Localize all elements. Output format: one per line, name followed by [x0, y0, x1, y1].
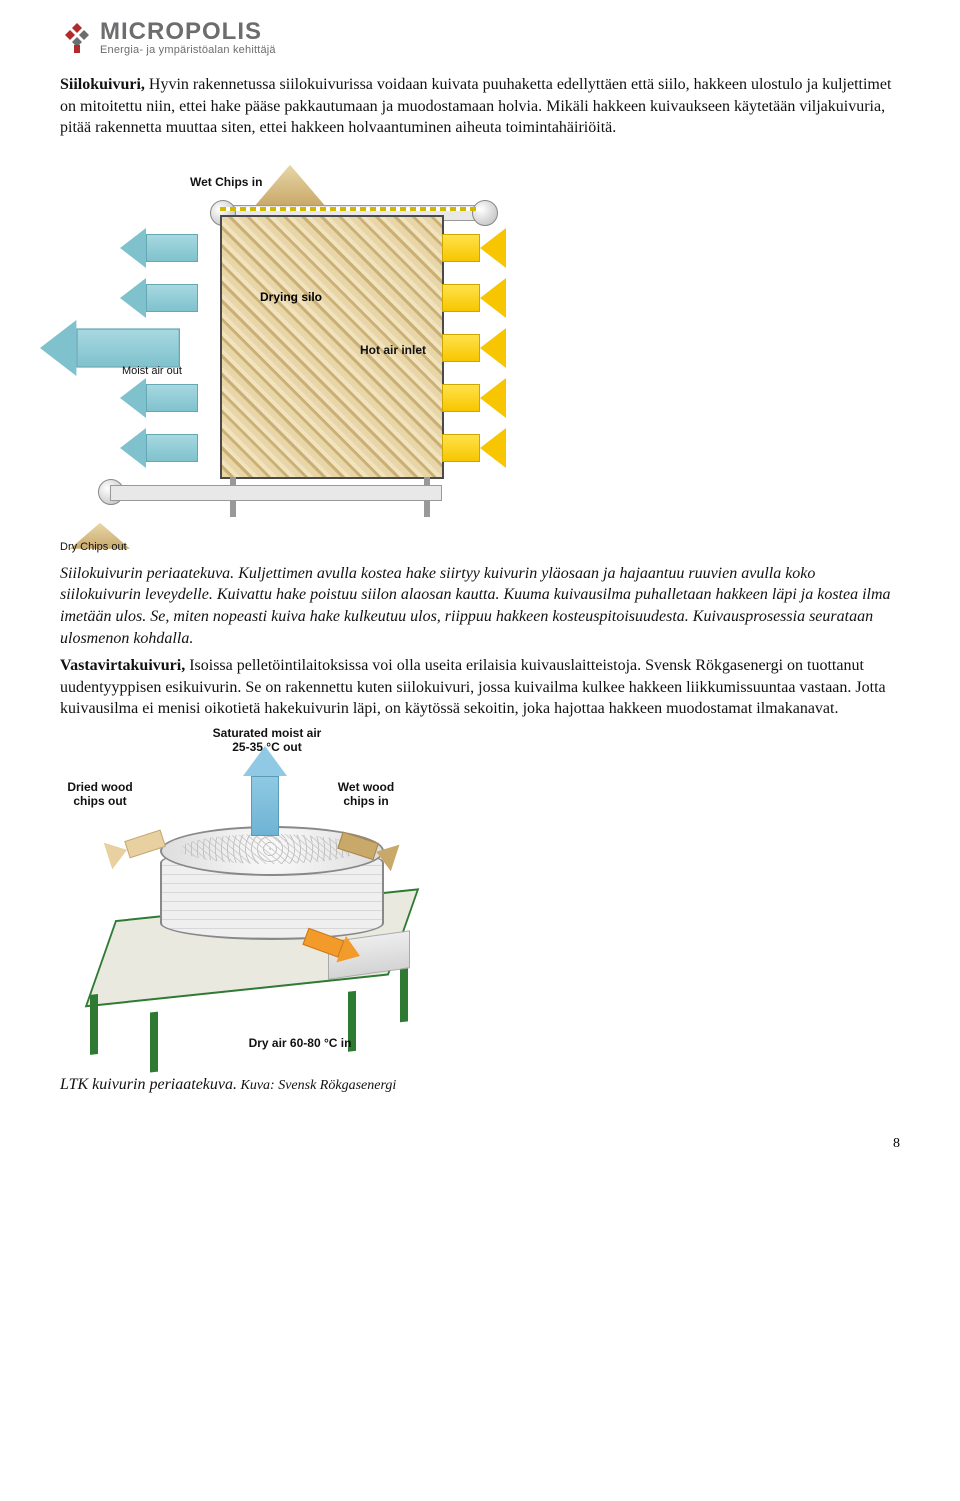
label-wet-chips-in: Wet Chips in [190, 175, 262, 189]
para1-rest: Hyvin rakennetussa siilokuivurissa voida… [60, 76, 891, 136]
caption2-rest: Kuva: Svensk Rökgasenergi [237, 1078, 396, 1093]
logo: MICROPOLIS Energia- ja ympäristöalan keh… [60, 20, 900, 56]
caption1-lead: Siilokuivurin periaatekuva. [60, 565, 234, 582]
moist-air-arrow-icon [120, 235, 198, 261]
logo-title: MICROPOLIS [100, 20, 276, 44]
moist-air-arrow-icon [40, 330, 180, 366]
caption-silo: Siilokuivurin periaatekuva. Kuljettimen … [60, 563, 900, 649]
zigzag-top [220, 207, 480, 211]
dried-chips-out-arrow-icon [104, 825, 168, 870]
label-hot-air-inlet: Hot air inlet [360, 343, 426, 357]
hot-air-arrow-icon [442, 335, 506, 361]
hot-air-arrow-icon [442, 435, 506, 461]
drum-grille [180, 834, 360, 864]
label-saturated-moist-air: Saturated moist air 25-35 °C out [202, 726, 332, 755]
wet-chips-pile-icon [255, 165, 325, 206]
logo-icon [60, 21, 94, 55]
paragraph-vastavirtakuivuri: Vastavirtakuivuri, Isoissa pelletöintila… [60, 655, 900, 720]
hot-air-arrow-icon [442, 385, 506, 411]
para2-lead: Vastavirtakuivuri, [60, 657, 185, 674]
bottom-conveyor [110, 485, 442, 501]
paragraph-siilokuivuri: Siilokuivuri, Hyvin rakennetussa siiloku… [60, 74, 900, 139]
label-dried-wood-chips-out: Dried wood chips out [60, 780, 140, 809]
label-moist-air-out: Moist air out [122, 365, 182, 377]
para1-lead: Siilokuivuri, [60, 76, 145, 93]
label-drying-silo: Drying silo [260, 290, 322, 304]
figure-counterflow-dryer: Saturated moist air 25-35 °C out Dried w… [60, 726, 460, 1066]
caption-ltk: LTK kuivurin periaatekuva. Kuva: Svensk … [60, 1074, 900, 1096]
label-dry-chips-out: Dry Chips out [60, 541, 127, 553]
hot-air-arrow-icon [442, 235, 506, 261]
label-dry-air-in: Dry air 60-80 °C in [220, 1036, 380, 1050]
moist-air-up-arrow-icon [248, 746, 282, 836]
roller-icon [472, 200, 498, 226]
page-number: 8 [60, 1136, 900, 1152]
hot-air-arrow-icon [442, 285, 506, 311]
moist-air-arrow-icon [120, 285, 198, 311]
logo-subtitle: Energia- ja ympäristöalan kehittäjä [100, 44, 276, 56]
moist-air-arrow-icon [120, 385, 198, 411]
moist-air-arrow-icon [120, 435, 198, 461]
caption2-lead: LTK kuivurin periaatekuva. [60, 1076, 237, 1093]
label-wet-wood-chips-in: Wet wood chips in [326, 780, 406, 809]
figure-silo-dryer: Wet Chips in Drying silo Moist air out H… [60, 145, 520, 555]
